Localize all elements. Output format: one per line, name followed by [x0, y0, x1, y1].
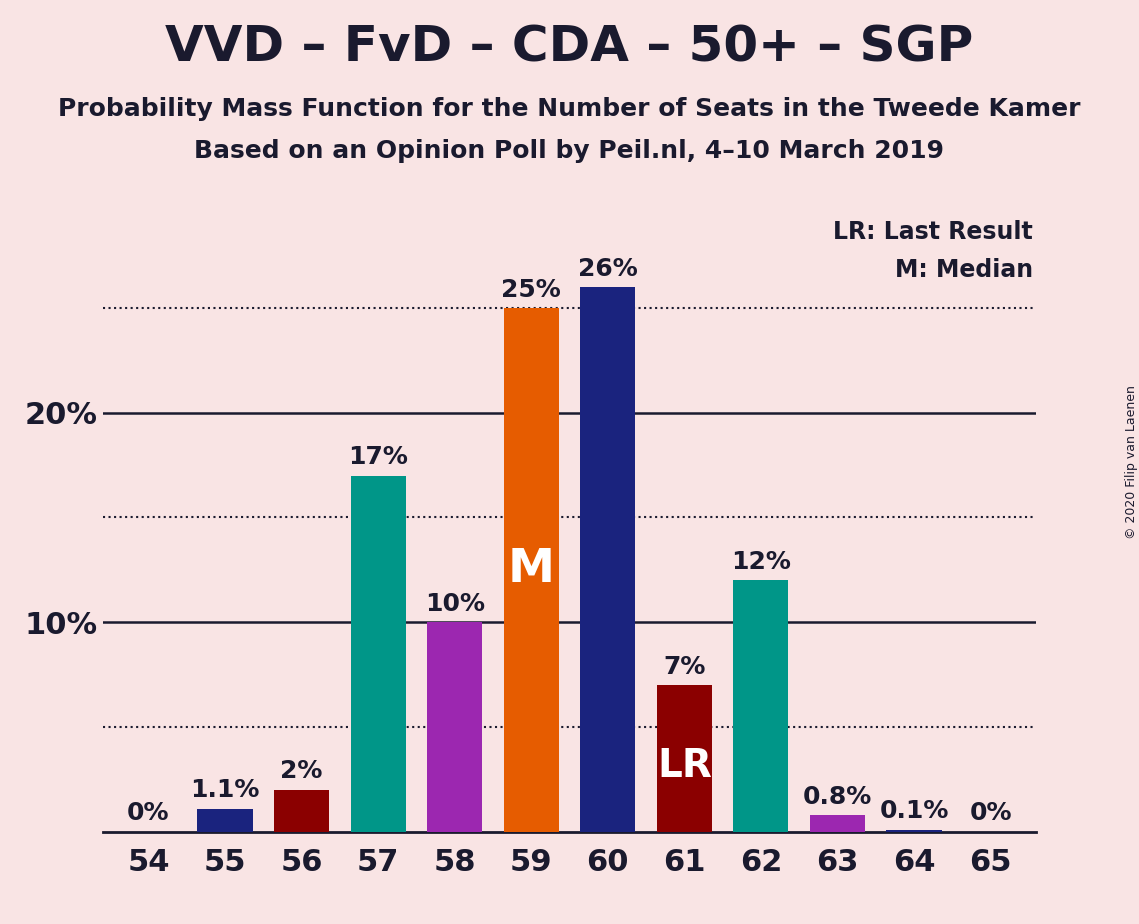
Bar	[810, 815, 865, 832]
Text: 2%: 2%	[280, 760, 322, 784]
Text: 12%: 12%	[731, 550, 790, 574]
Text: 1.1%: 1.1%	[190, 778, 260, 802]
Text: Based on an Opinion Poll by Peil.nl, 4–10 March 2019: Based on an Opinion Poll by Peil.nl, 4–1…	[195, 139, 944, 163]
Bar	[580, 287, 636, 832]
Bar	[274, 790, 329, 832]
Bar	[197, 808, 253, 832]
Text: M: Median: M: Median	[894, 258, 1033, 282]
Text: 0%: 0%	[128, 801, 170, 825]
Bar	[503, 308, 559, 832]
Text: 10%: 10%	[425, 592, 485, 616]
Text: VVD – FvD – CDA – 50+ – SGP: VVD – FvD – CDA – 50+ – SGP	[165, 23, 974, 71]
Bar	[351, 476, 405, 832]
Text: 26%: 26%	[577, 257, 638, 281]
Text: M: M	[508, 547, 555, 592]
Text: 7%: 7%	[663, 655, 705, 679]
Text: © 2020 Filip van Laenen: © 2020 Filip van Laenen	[1124, 385, 1138, 539]
Bar	[734, 580, 788, 832]
Bar	[657, 685, 712, 832]
Text: LR: Last Result: LR: Last Result	[833, 220, 1033, 244]
Bar	[886, 830, 942, 832]
Text: 0.8%: 0.8%	[803, 784, 872, 808]
Text: 17%: 17%	[349, 445, 408, 469]
Text: Probability Mass Function for the Number of Seats in the Tweede Kamer: Probability Mass Function for the Number…	[58, 97, 1081, 121]
Text: LR: LR	[657, 747, 712, 784]
Bar	[427, 622, 482, 832]
Text: 0.1%: 0.1%	[879, 799, 949, 823]
Text: 25%: 25%	[501, 278, 562, 302]
Text: 0%: 0%	[969, 801, 1011, 825]
